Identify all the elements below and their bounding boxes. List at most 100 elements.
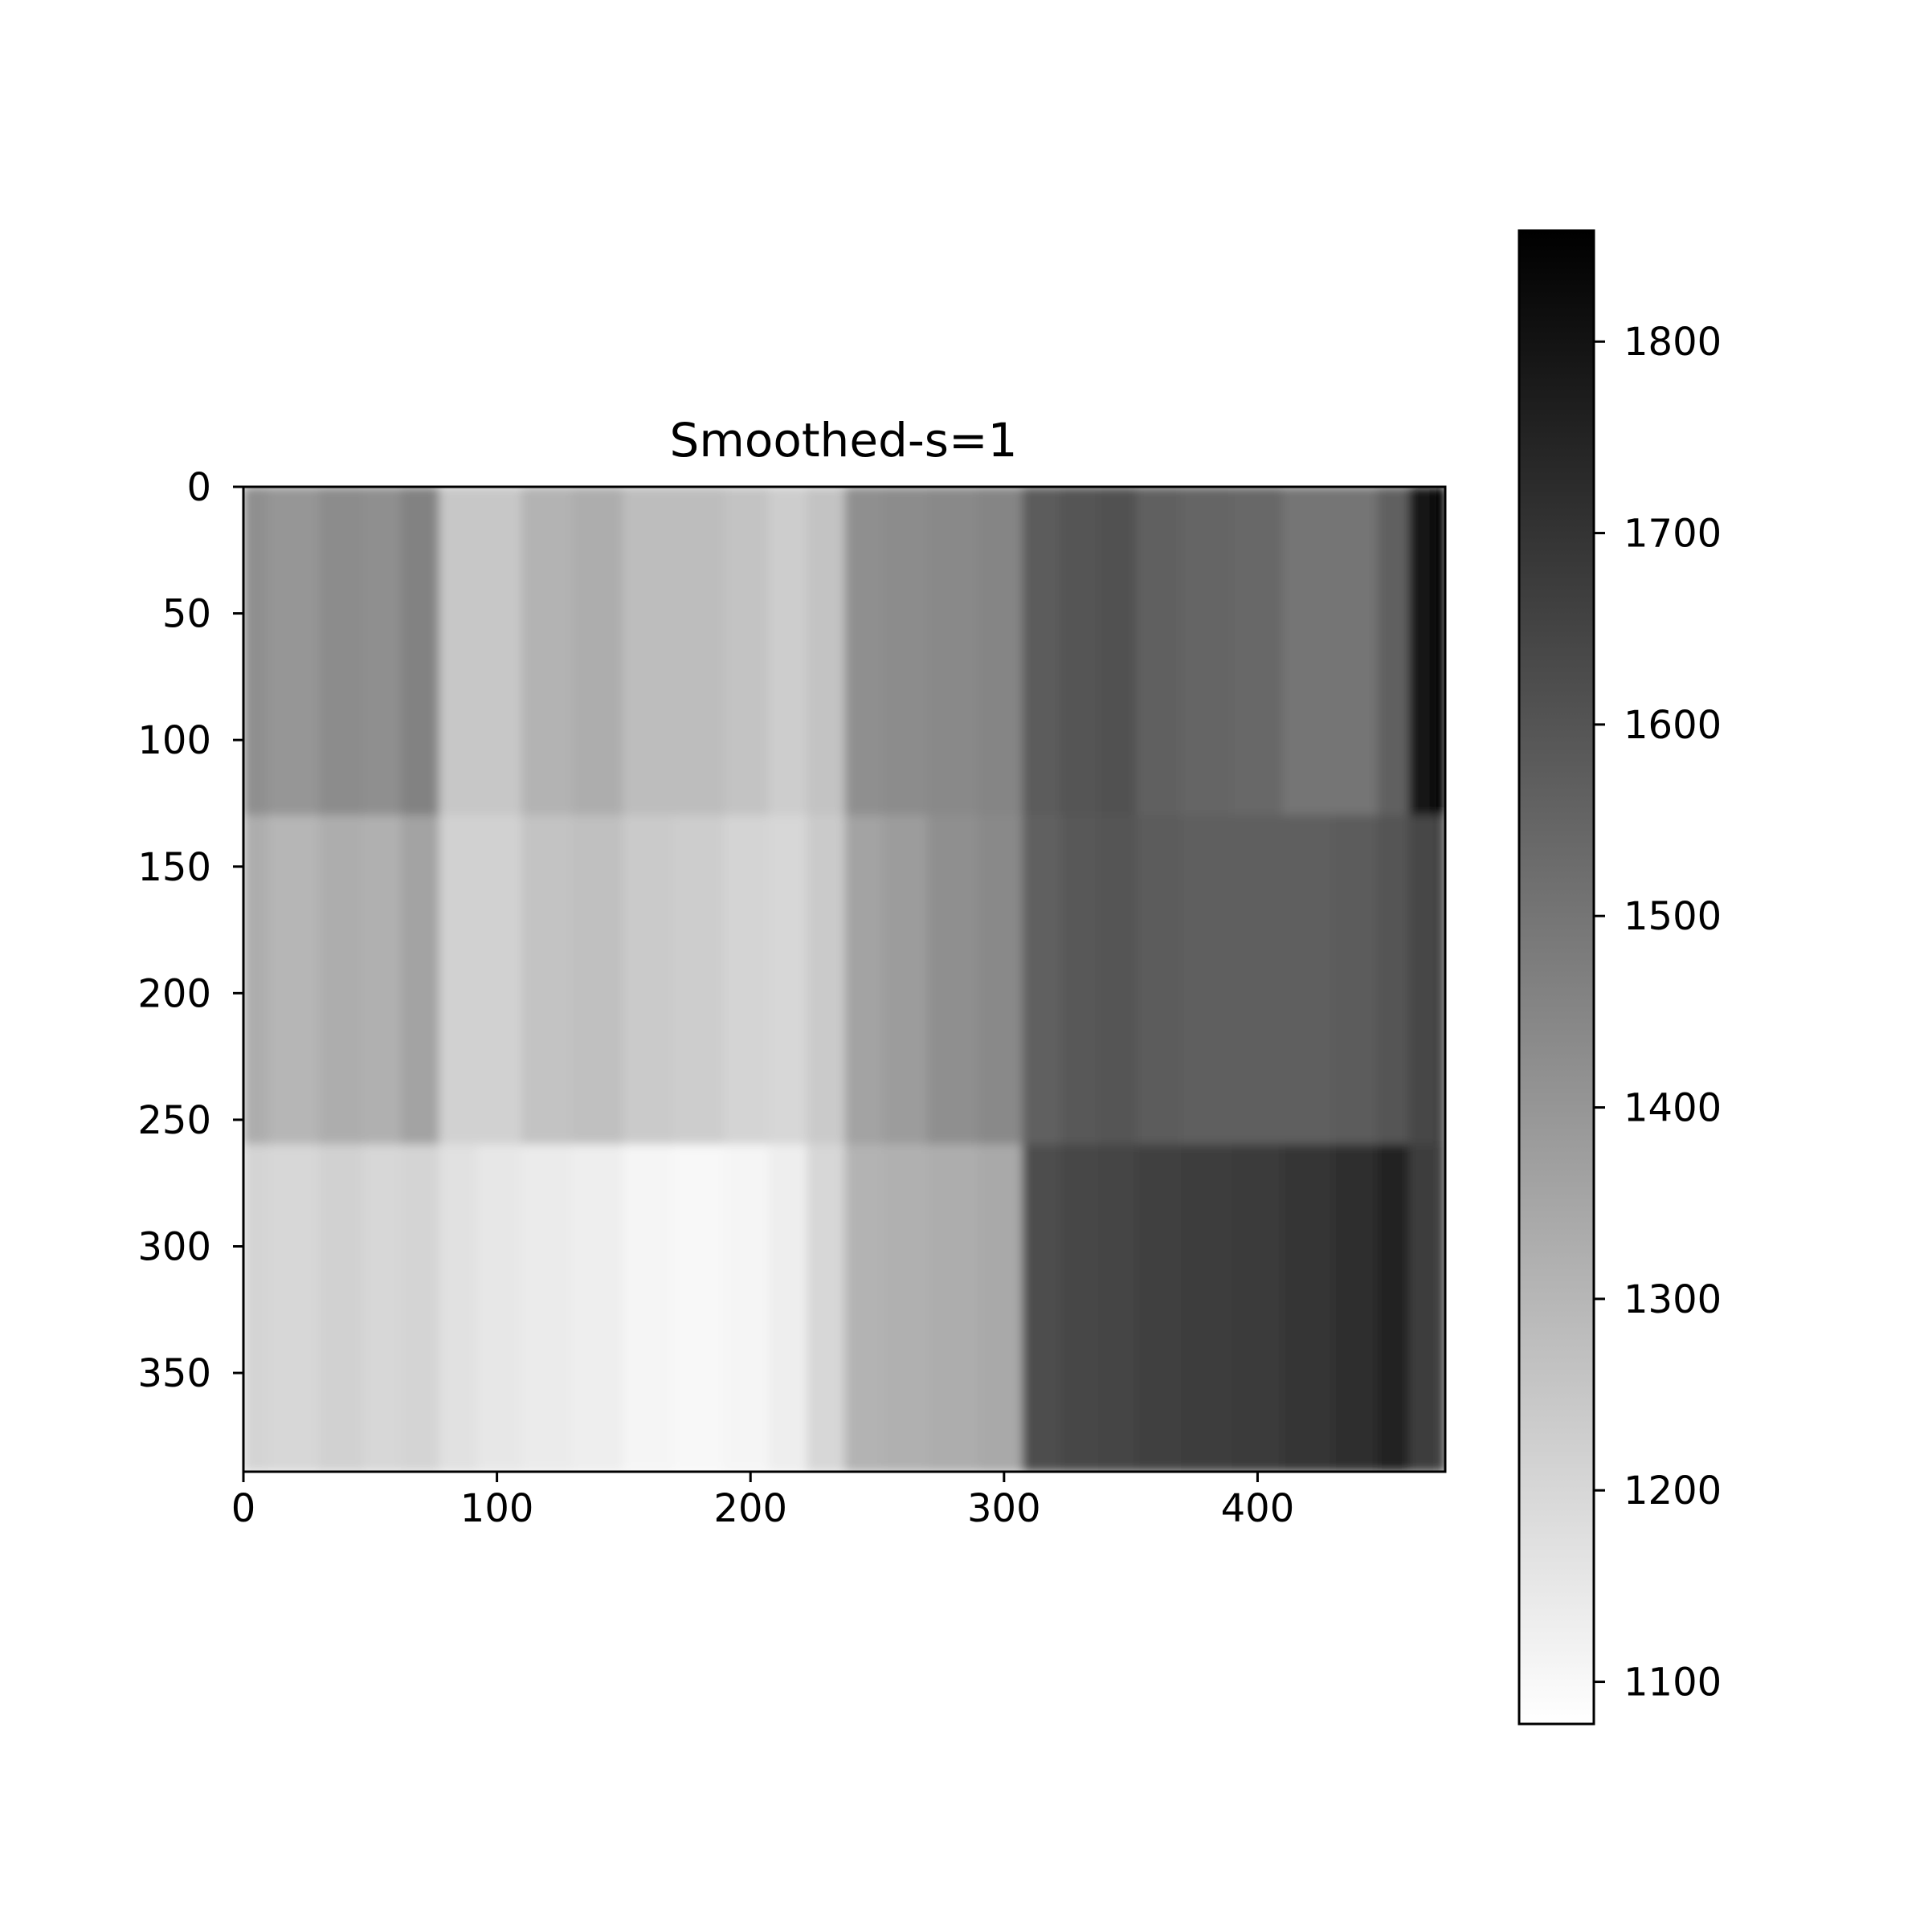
heatmap-cell xyxy=(401,815,441,1146)
heatmap-cell xyxy=(476,815,524,1146)
heatmap-cell xyxy=(401,1144,441,1472)
y-tick-label: 300 xyxy=(137,1225,211,1270)
y-tick-label: 150 xyxy=(137,845,211,890)
x-tick-label: 0 xyxy=(231,1486,256,1531)
heatmap-cell xyxy=(1136,815,1183,1146)
heatmap-cell xyxy=(844,1144,884,1472)
heatmap-cell xyxy=(1098,487,1138,817)
heatmap-cell xyxy=(1231,487,1285,817)
heatmap-cell xyxy=(362,815,403,1146)
heatmap-cell xyxy=(724,815,770,1146)
y-tick-label: 250 xyxy=(137,1098,211,1143)
heatmap-cell xyxy=(927,1144,980,1472)
heatmap-image xyxy=(243,487,1445,1472)
heatmap-cell xyxy=(476,487,524,817)
heatmap-cell xyxy=(476,1144,524,1472)
heatmap-cell xyxy=(1408,1144,1435,1472)
plot-frame xyxy=(242,485,1447,1473)
heatmap-cell xyxy=(1377,815,1411,1146)
heatmap-cell xyxy=(1231,815,1285,1146)
heatmap-cell xyxy=(1022,815,1062,1146)
colorbar-frame xyxy=(1517,229,1595,1726)
heatmap-cell xyxy=(1333,815,1379,1146)
heatmap-cell xyxy=(318,1144,365,1472)
y-tick-label: 100 xyxy=(137,718,211,763)
y-tick-label: 200 xyxy=(137,971,211,1016)
heatmap-cell xyxy=(927,487,980,817)
heatmap-cell xyxy=(1022,487,1062,817)
y-axis: 0 50 100 150 200 250 300 350 xyxy=(137,465,243,1396)
heatmap-cell xyxy=(1282,487,1335,817)
heatmap-cell xyxy=(572,815,625,1146)
heatmap-cell xyxy=(268,815,321,1146)
heatmap-cell xyxy=(1333,487,1379,817)
heatmap-cell xyxy=(1432,1144,1445,1472)
heatmap-cell xyxy=(1432,487,1445,817)
heatmap-cell xyxy=(318,815,365,1146)
heatmap-cell xyxy=(1408,815,1435,1146)
heatmap-cell xyxy=(1231,1144,1285,1472)
heatmap-cell xyxy=(623,815,676,1146)
y-tick-label: 50 xyxy=(162,592,211,637)
colorbar-tick-label: 1700 xyxy=(1624,512,1722,557)
heatmap-cell xyxy=(362,1144,403,1472)
colorbar-ticks: 1100 1200 1300 1400 1500 1600 1700 1800 xyxy=(1594,320,1722,1705)
heatmap-cell xyxy=(768,1144,809,1472)
heatmap-cell xyxy=(1180,1144,1233,1472)
colorbar: 1100 1200 1300 1400 1500 1600 1700 1800 xyxy=(1517,229,1722,1726)
colorbar-tick-label: 1800 xyxy=(1624,320,1722,365)
heatmap-cell xyxy=(623,1144,676,1472)
heatmap-cell xyxy=(243,1144,270,1472)
x-tick-label: 100 xyxy=(460,1486,534,1531)
colorbar-tick-label: 1500 xyxy=(1624,894,1722,939)
heatmap-cell xyxy=(768,487,809,817)
heatmap-cell xyxy=(1060,815,1101,1146)
heatmap-cell xyxy=(1098,1144,1138,1472)
heatmap-cell xyxy=(362,487,403,817)
heatmap-cell xyxy=(1377,1144,1411,1472)
heatmap-cell xyxy=(807,1144,847,1472)
heatmap-cell xyxy=(1180,815,1233,1146)
heatmap-cell xyxy=(268,487,321,817)
heatmap-cell xyxy=(768,815,809,1146)
heatmap-cell xyxy=(1136,487,1183,817)
heatmap-cell xyxy=(807,815,847,1146)
heatmap-cell xyxy=(439,487,479,817)
heatmap-cell xyxy=(724,1144,770,1472)
heatmap-cell xyxy=(1022,1144,1062,1472)
heatmap-cell xyxy=(521,487,574,817)
colorbar-gradient xyxy=(1519,231,1594,1724)
heatmap-cell xyxy=(724,487,770,817)
heatmap-cell xyxy=(844,815,884,1146)
heatmap-cell xyxy=(243,815,270,1146)
heatmap-cell xyxy=(882,487,929,817)
x-tick-label: 300 xyxy=(967,1486,1041,1531)
x-tick-label: 400 xyxy=(1221,1486,1295,1531)
colorbar-tick-label: 1600 xyxy=(1624,703,1722,748)
heatmap-cell xyxy=(978,487,1024,817)
heatmap-cell xyxy=(1180,487,1233,817)
heatmap-cell xyxy=(1282,815,1335,1146)
chart-title: Smoothed-s=1 xyxy=(670,413,1018,468)
heatmap-cell xyxy=(927,815,980,1146)
heatmap-cell xyxy=(243,487,270,817)
heatmap-cell xyxy=(1060,1144,1101,1472)
heatmap-cell xyxy=(673,487,726,817)
heatmap-cell xyxy=(1136,1144,1183,1472)
heatmap-cell xyxy=(521,1144,574,1472)
heatmap-cell xyxy=(882,1144,929,1472)
x-axis: 0 100 200 300 400 xyxy=(231,1472,1295,1531)
heatmap-cell xyxy=(1333,1144,1379,1472)
heatmap-cell xyxy=(268,1144,321,1472)
heatmap-cell xyxy=(572,487,625,817)
heatmap-cell xyxy=(401,487,441,817)
x-tick-label: 200 xyxy=(713,1486,787,1531)
heatmap-cell xyxy=(439,815,479,1146)
heatmap-cell xyxy=(807,487,847,817)
heatmap-cell xyxy=(978,1144,1024,1472)
heatmap-cell xyxy=(318,487,365,817)
heatmap-cell xyxy=(521,815,574,1146)
heatmap-cell xyxy=(1060,487,1101,817)
y-tick-label: 350 xyxy=(137,1351,211,1396)
